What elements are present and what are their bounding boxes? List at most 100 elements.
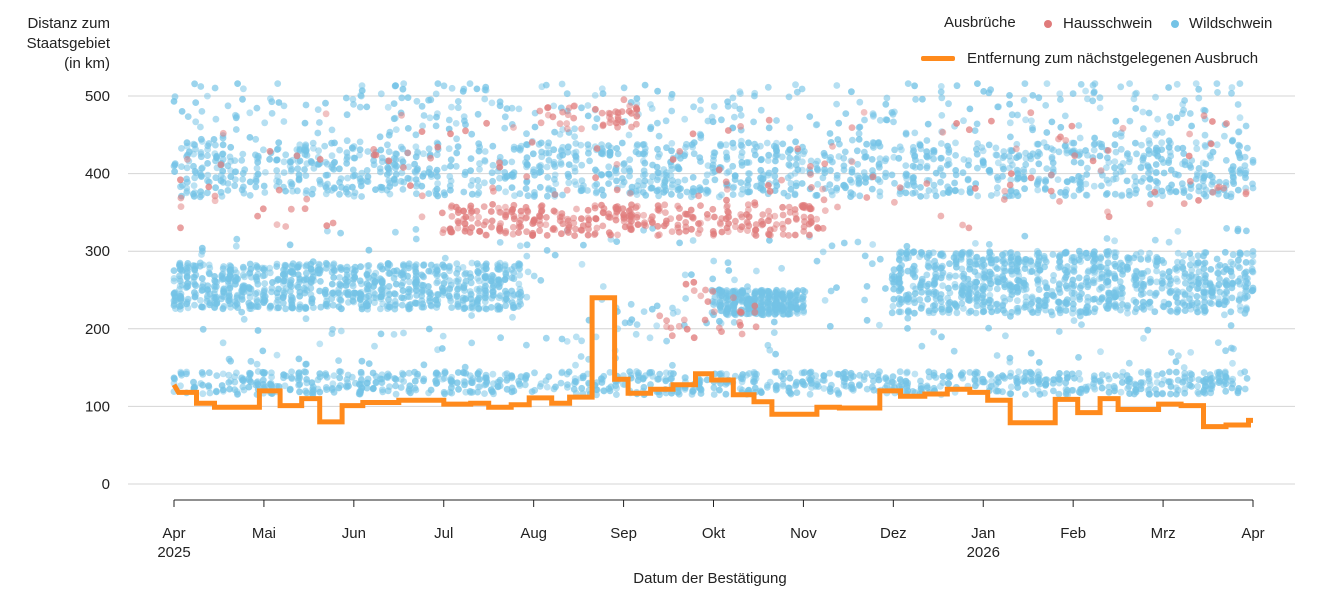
scatter-point: [503, 290, 510, 298]
scatter-point: [1075, 354, 1082, 361]
scatter-point: [280, 371, 287, 378]
scatter-point: [687, 206, 695, 214]
scatter-point: [302, 360, 310, 368]
scatter-point: [723, 153, 731, 161]
scatter-point: [218, 292, 226, 300]
scatter-point: [791, 191, 799, 199]
scatter-point: [1125, 187, 1133, 195]
scatter-point: [170, 275, 178, 282]
scatter-point: [632, 330, 640, 338]
scatter-point: [710, 230, 718, 238]
scatter-point: [1221, 378, 1228, 385]
scatter-point: [655, 186, 662, 194]
scatter-point: [362, 302, 370, 309]
scatter-point: [337, 296, 345, 304]
scatter-point: [558, 369, 566, 377]
scatter-point: [1126, 117, 1134, 125]
scatter-point: [1020, 175, 1028, 183]
scatter-point: [481, 95, 489, 103]
scatter-point: [1213, 141, 1221, 149]
scatter-point: [1028, 268, 1036, 275]
scatter-point: [266, 269, 274, 277]
scatter-point: [452, 277, 460, 285]
scatter-point: [204, 292, 211, 300]
scatter-point: [392, 280, 400, 288]
scatter-point: [743, 218, 751, 226]
scatter-point: [633, 214, 641, 221]
scatter-point: [308, 379, 316, 387]
scatter-point: [377, 286, 385, 293]
scatter-point: [523, 130, 530, 138]
scatter-point: [639, 157, 647, 165]
scatter-point: [993, 352, 1001, 359]
scatter-point: [211, 84, 219, 92]
scatter-point: [660, 222, 668, 230]
scatter-point: [571, 380, 578, 387]
scatter-point: [765, 151, 773, 159]
scatter-point: [1144, 267, 1152, 275]
scatter-point: [785, 384, 792, 392]
scatter-point: [1083, 191, 1091, 199]
scatter-point: [897, 308, 905, 316]
scatter-point: [890, 118, 897, 126]
scatter-point: [828, 381, 835, 389]
scatter-point: [591, 92, 599, 99]
scatter-point: [1167, 166, 1175, 174]
scatter-point: [370, 385, 377, 392]
scatter-point: [967, 289, 974, 297]
scatter-point: [1208, 385, 1215, 393]
scatter-point: [625, 165, 633, 172]
scatter-point: [639, 189, 647, 196]
scatter-point: [454, 285, 462, 292]
scatter-point: [1014, 384, 1022, 391]
scatter-point: [447, 228, 455, 236]
scatter-point: [372, 373, 380, 380]
scatter-point: [445, 145, 453, 153]
scatter-point: [529, 150, 537, 158]
scatter-point: [799, 287, 807, 294]
scatter-point: [1021, 80, 1029, 87]
scatter-point: [1078, 290, 1085, 298]
scatter-point: [1069, 266, 1077, 274]
scatter-point: [918, 288, 926, 296]
scatter-point: [987, 304, 994, 311]
scatter-point: [1172, 170, 1179, 178]
scatter-point: [467, 273, 475, 281]
scatter-point: [1112, 286, 1119, 294]
scatter-point: [646, 334, 654, 342]
scatter-point: [211, 283, 218, 290]
scatter-point: [400, 273, 407, 281]
scatter-point: [662, 209, 669, 217]
scatter-point: [577, 353, 585, 360]
scatter-point: [1098, 371, 1106, 379]
scatter-point: [1181, 291, 1189, 299]
scatter-point: [420, 361, 428, 369]
scatter-point: [473, 260, 481, 267]
scatter-point: [537, 168, 545, 176]
scatter-point: [378, 184, 386, 191]
scatter-point: [280, 118, 288, 125]
scatter-point: [765, 288, 773, 295]
scatter-point: [1049, 380, 1057, 387]
scatter-point: [1075, 274, 1083, 282]
scatter-point: [718, 228, 726, 236]
scatter-point: [1165, 84, 1172, 91]
scatter-point: [939, 262, 946, 270]
scatter-point: [973, 285, 981, 293]
scatter-point: [1145, 137, 1153, 144]
scatter-point: [626, 368, 634, 375]
scatter-point: [1042, 306, 1049, 314]
scatter-point: [1242, 259, 1250, 266]
scatter-point: [300, 276, 308, 284]
scatter-point: [1091, 134, 1098, 142]
scatter-point: [833, 184, 841, 192]
scatter-point: [972, 309, 980, 317]
scatter-point: [937, 291, 945, 298]
scatter-point: [204, 286, 211, 294]
scatter-point: [757, 106, 765, 114]
scatter-point: [301, 166, 308, 173]
scatter-point: [786, 154, 794, 162]
scatter-point: [1151, 308, 1159, 316]
scatter-point: [861, 252, 869, 260]
scatter-point: [440, 189, 448, 197]
